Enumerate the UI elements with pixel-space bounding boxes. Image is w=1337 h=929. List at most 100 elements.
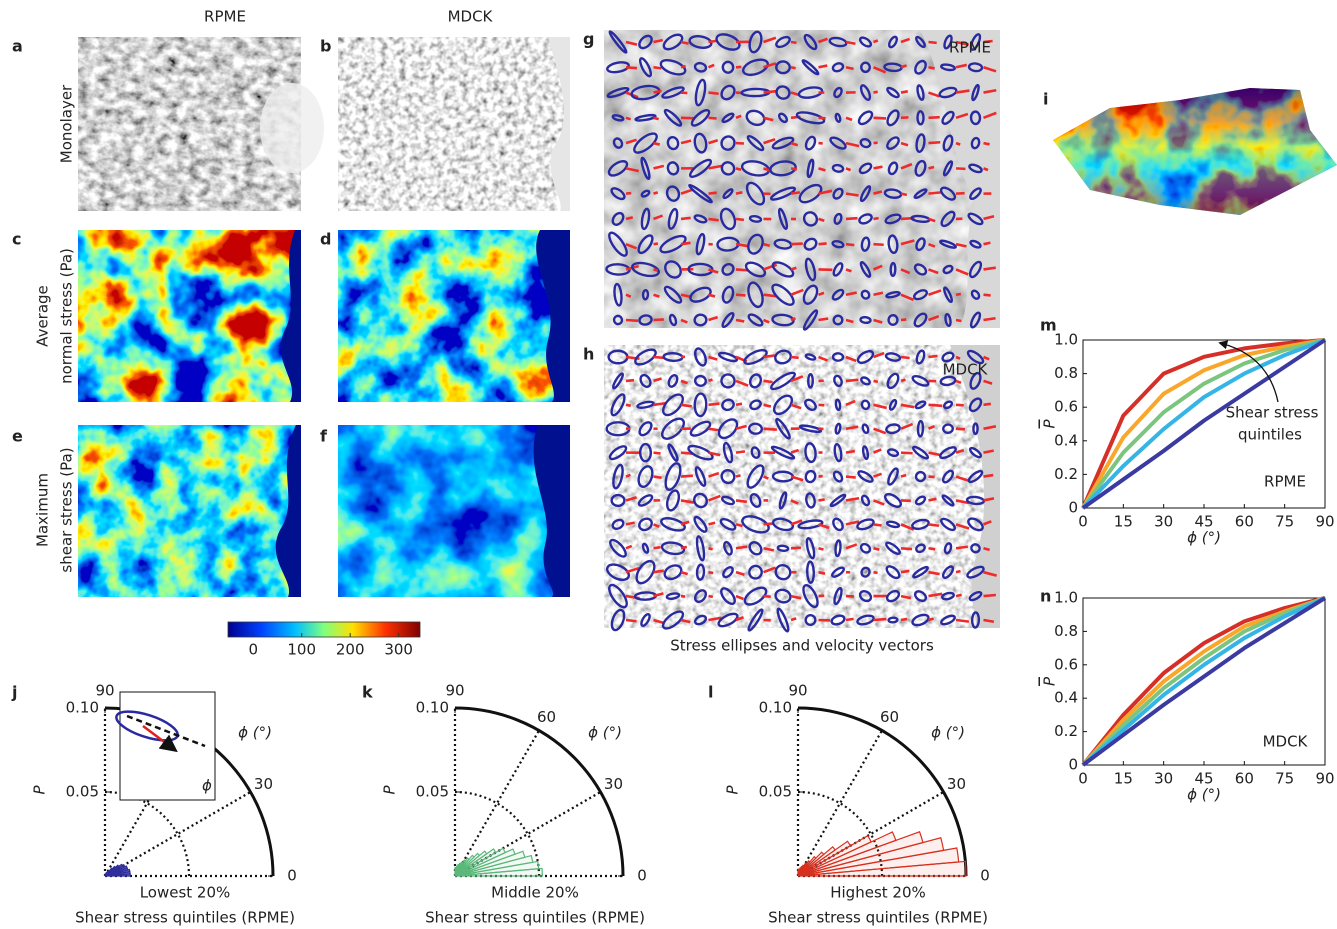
velocity-vector [709, 548, 713, 549]
velocity-vector [764, 596, 771, 597]
velocity-vector [654, 91, 662, 93]
velocity-vector [654, 547, 661, 548]
velocity-vector [819, 572, 825, 573]
x-axis-label: ϕ (°) [1187, 529, 1221, 547]
theta-tick-label: 60 [537, 708, 556, 726]
velocity-vector [846, 194, 859, 196]
velocity-vector [984, 595, 996, 596]
colorbar-tick-label: 0 [248, 641, 258, 659]
velocity-vector [791, 357, 799, 358]
velocity-vector [874, 41, 878, 42]
velocity-vector [956, 595, 962, 596]
velocity-vector [901, 319, 906, 320]
velocity-vector [654, 453, 661, 454]
velocity-vector [901, 571, 909, 572]
polar-caption: Shear stress quintiles (RPME) [425, 909, 645, 927]
theta-tick-label: 0 [287, 867, 297, 885]
velocity-vector [736, 524, 743, 526]
theta-tick-label: 60 [880, 708, 899, 726]
velocity-vector [929, 524, 939, 525]
velocity-vector [791, 168, 797, 169]
r-tick-label: 0.05 [759, 783, 792, 801]
velocity-vector [956, 429, 965, 430]
page: { "column_labels": ["RPME", "MDCK"], "pa… [0, 0, 1337, 929]
velocity-vector [929, 142, 941, 143]
velocity-vector [956, 143, 960, 144]
velocity-vector [929, 619, 934, 620]
velocity-vector [901, 91, 908, 92]
velocity-vector [681, 243, 691, 244]
velocity-vector [819, 66, 828, 68]
velocity-vector [709, 429, 720, 431]
velocity-vector [654, 477, 662, 478]
image-b [338, 37, 570, 211]
velocity-vector [736, 244, 747, 246]
y-tick-label: 0.4 [1054, 431, 1078, 449]
inset-box [120, 692, 215, 800]
velocity-vector [681, 572, 688, 574]
velocity-vector [929, 117, 940, 118]
velocity-vector [956, 571, 961, 572]
velocity-vector [709, 295, 716, 297]
panel-letter: a [12, 37, 23, 56]
velocity-vector [984, 620, 994, 622]
colorbar-tick-label: 200 [336, 641, 365, 659]
r-tick-label: 0.10 [759, 699, 792, 717]
polar-grid-line [105, 792, 250, 876]
x-tick-label: 0 [1078, 513, 1088, 531]
velocity-vector [984, 548, 990, 550]
image-e [78, 425, 301, 597]
theta-tick-label: 90 [788, 682, 807, 700]
velocity-vector [764, 429, 777, 430]
velocity-vector [819, 319, 829, 320]
surface-texture [1053, 88, 1337, 218]
panel-letter: k [362, 683, 373, 702]
annotation: Shear stress [1226, 404, 1319, 422]
y-tick-label: 0 [1068, 499, 1078, 517]
velocity-vector [791, 42, 796, 43]
theta-tick-label: 30 [604, 775, 623, 793]
row-label: shear stress (Pa) [58, 447, 76, 572]
velocity-vector [846, 451, 855, 453]
velocity-vector [681, 476, 693, 477]
velocity-vector [736, 219, 744, 220]
velocity-vector [626, 405, 631, 406]
velocity-vector [791, 67, 796, 68]
velocity-vector [846, 168, 851, 170]
velocity-vector [681, 218, 691, 219]
x-tick-label: 0 [1078, 770, 1088, 788]
velocity-vector [846, 218, 858, 219]
theta-tick-label: 90 [95, 682, 114, 700]
velocity-vector [956, 547, 968, 549]
r-tick-label: 0.05 [416, 783, 449, 801]
velocity-vector [846, 619, 854, 620]
ellipse-caption: Stress ellipses and velocity vectors [670, 637, 934, 655]
velocity-vector [956, 381, 961, 383]
velocity-vector [901, 65, 907, 67]
r-axis-label: P [381, 785, 399, 795]
r-tick-label: 0.10 [66, 699, 99, 717]
velocity-vector [929, 499, 937, 501]
velocity-vector [874, 218, 879, 219]
velocity-vector [956, 320, 961, 321]
velocity-vector [736, 168, 741, 169]
polar-caption: Shear stress quintiles (RPME) [768, 909, 988, 927]
velocity-vector [901, 548, 912, 549]
velocity-vector [819, 499, 825, 500]
y-axis-label: P [1041, 419, 1059, 429]
velocity-vector [764, 405, 771, 407]
velocity-vector [626, 380, 634, 381]
panel-letter: c [12, 230, 21, 249]
velocity-vector [736, 475, 741, 476]
panel-letter: i [1043, 90, 1048, 109]
velocity-vector [709, 523, 716, 525]
velocity-vector [709, 219, 719, 220]
theta-axis-label: ϕ (°) [588, 724, 622, 742]
theta-axis-label: ϕ (°) [931, 724, 965, 742]
polar-bar [798, 869, 799, 876]
y-tick-label: 1.0 [1054, 589, 1078, 607]
velocity-vector [819, 548, 824, 549]
y-tick-label: 0.2 [1054, 722, 1078, 740]
velocity-vector [901, 475, 906, 476]
panel-letter: h [583, 345, 594, 364]
